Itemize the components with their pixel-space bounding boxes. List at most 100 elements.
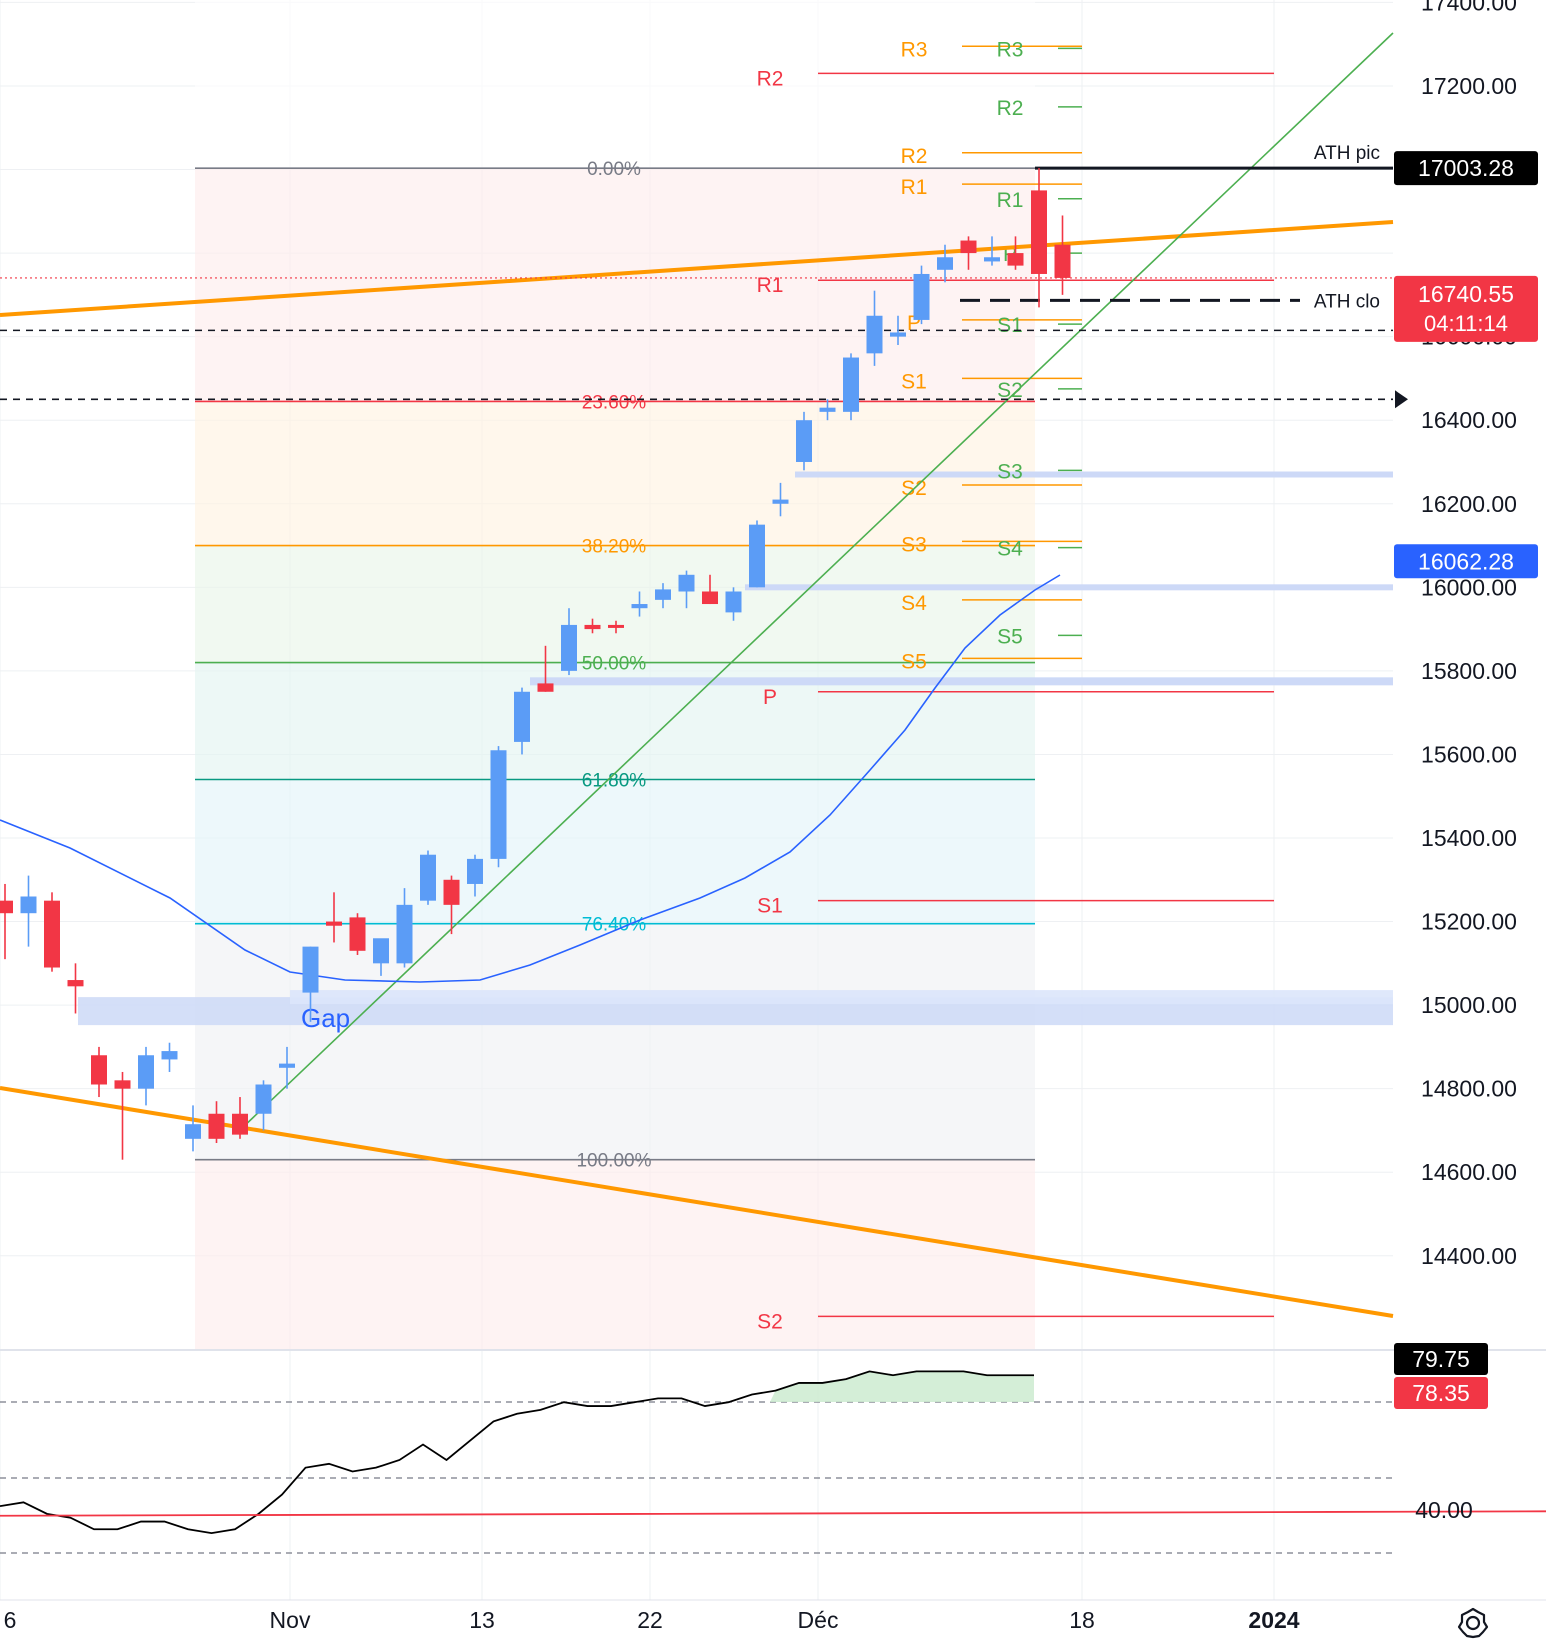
pivot-label: S5	[901, 650, 927, 673]
candle-body	[537, 683, 554, 692]
time-tick: Déc	[798, 1607, 839, 1633]
ath-pic-tag: 17003.28	[1394, 151, 1538, 186]
candle	[561, 608, 577, 676]
pivots-red: R2 R1 P S1 S2	[757, 67, 1274, 1333]
candle-body	[44, 900, 60, 968]
candle-body	[114, 1080, 131, 1089]
candle-body	[819, 407, 836, 412]
candle	[584, 618, 601, 634]
candle-body	[349, 917, 366, 951]
pivot-label: S4	[901, 592, 927, 615]
candle-body	[631, 604, 648, 609]
candle	[960, 236, 977, 270]
pivot-label: S5	[997, 625, 1023, 648]
last-price-text: 16740.55	[1418, 281, 1514, 307]
fib-label: 76.40%	[582, 915, 647, 936]
candle	[138, 1046, 154, 1106]
price-axis: 17400.0017200.0016600.0016400.0016200.00…	[1421, 0, 1517, 1269]
price-tick: 14800.00	[1421, 1076, 1517, 1102]
time-tick: 2024	[1248, 1607, 1299, 1633]
candle	[631, 591, 648, 617]
support-band	[745, 584, 1393, 591]
gear-icon[interactable]	[1457, 1607, 1489, 1639]
gear-icon-hub	[1465, 1615, 1481, 1631]
candle-body	[1054, 244, 1071, 278]
pivot-label: R1	[757, 274, 784, 297]
candle	[655, 583, 671, 609]
price-tick: 15400.00	[1421, 825, 1517, 851]
price-tick: 15200.00	[1421, 909, 1517, 935]
gear-icon-outline	[1457, 1607, 1489, 1639]
candle	[749, 520, 765, 588]
gap-label: Gap	[301, 1003, 350, 1033]
rsi-tag-bg	[1394, 1343, 1488, 1375]
support-band	[530, 677, 1393, 686]
candle-body	[326, 921, 342, 926]
pivot-label: P	[763, 686, 777, 709]
price-tick: 15000.00	[1421, 992, 1517, 1018]
candle	[279, 1046, 295, 1089]
candle-body	[514, 691, 530, 742]
candle-body	[91, 1055, 107, 1085]
candle	[114, 1071, 131, 1160]
ath-pic-tag-text: 17003.28	[1418, 155, 1514, 181]
candle	[443, 875, 460, 935]
candle-body	[843, 357, 859, 412]
candle	[514, 687, 530, 755]
pivot-label: S2	[997, 379, 1023, 402]
pivot-label: R4	[997, 0, 1024, 5]
pivot-label: S1	[997, 314, 1023, 337]
ma-value-tag: 16062.28	[1394, 544, 1538, 579]
time-tick: 18	[1069, 1607, 1095, 1633]
candle	[843, 353, 859, 421]
fib-zone	[195, 168, 1035, 402]
last-price-tag: 16740.55 04:11:14	[1394, 275, 1538, 342]
candle-body	[584, 624, 601, 630]
pivot-label: R2	[997, 97, 1024, 120]
rsi-ma-tag-bg	[1394, 1377, 1488, 1409]
candle	[326, 892, 342, 943]
candle-body	[302, 946, 319, 993]
time-tick: Nov	[270, 1607, 311, 1633]
time-tick: 22	[637, 1607, 663, 1633]
pivot-label: R1	[901, 176, 928, 199]
fib-zone	[195, 779, 1035, 924]
fib-label: 38.20%	[582, 537, 647, 558]
candle-body	[1007, 253, 1024, 266]
candle-body	[678, 574, 695, 592]
rsi-tag-text: 79.75	[1412, 1346, 1470, 1372]
pivot-label: S4	[997, 538, 1023, 561]
rsi-tick: 40.00	[1415, 1497, 1473, 1523]
candle	[161, 1042, 178, 1072]
time-tick: 6	[4, 1607, 17, 1633]
candle-body	[725, 591, 742, 613]
fib-zone-top	[195, 0, 1035, 169]
rsi-ma-tag-text: 78.35	[1412, 1380, 1470, 1406]
candles	[0, 168, 1071, 1160]
candle-body	[490, 750, 507, 859]
candle	[232, 1097, 248, 1139]
candle	[44, 892, 60, 972]
candle	[984, 236, 1000, 266]
candle-body	[561, 624, 577, 671]
candle	[255, 1080, 272, 1131]
candle-body	[67, 980, 84, 987]
level-arrow	[1395, 390, 1408, 409]
candle	[467, 854, 483, 897]
candle	[819, 399, 836, 421]
ma-value-tag-bg	[1394, 544, 1538, 579]
price-tick: 16400.00	[1421, 407, 1517, 433]
pivot-label: S1	[901, 370, 927, 393]
price-tick: 16200.00	[1421, 491, 1517, 517]
candle	[913, 265, 930, 325]
candle-body	[420, 854, 436, 901]
candle-body	[960, 240, 977, 254]
fib-zone	[195, 1159, 1035, 1350]
candle	[91, 1046, 107, 1098]
candle-body	[796, 420, 812, 462]
pivot-label: S3	[997, 460, 1023, 483]
orange-trendline-upper	[0, 220, 1394, 317]
candle-body	[890, 332, 906, 337]
candle-body	[655, 589, 671, 600]
